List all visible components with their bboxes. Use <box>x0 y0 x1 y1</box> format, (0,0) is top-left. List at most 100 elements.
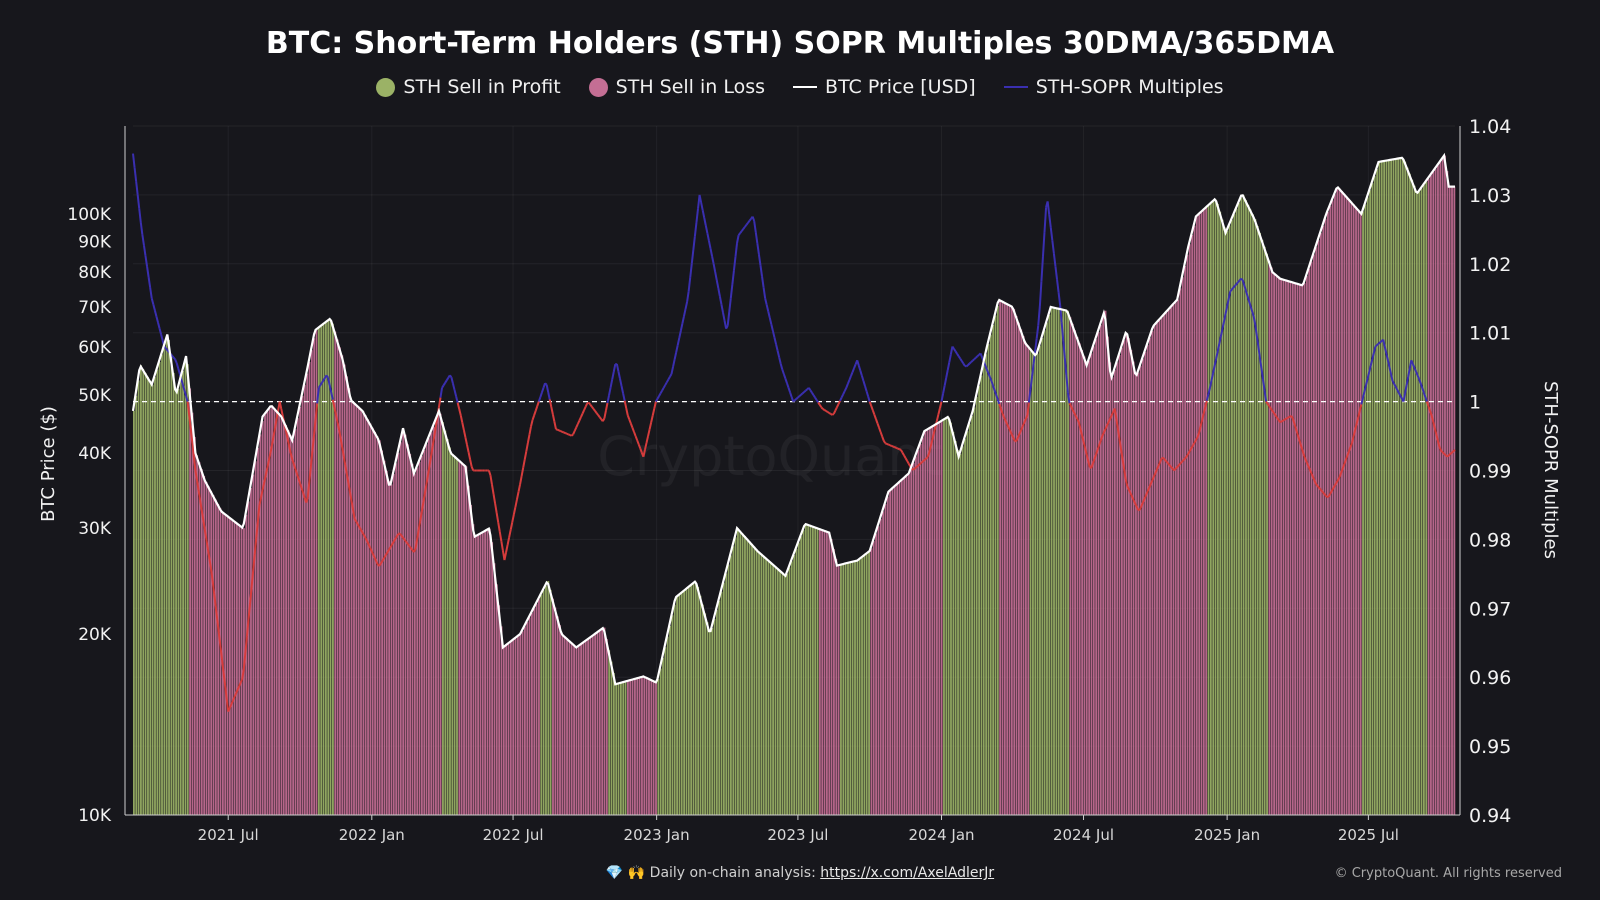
sopr-segment <box>1106 421 1110 427</box>
sopr-segment <box>812 394 816 399</box>
sopr-segment <box>960 360 965 365</box>
bar <box>1067 310 1069 815</box>
sopr-segment <box>1449 451 1453 455</box>
bar <box>402 431 405 815</box>
sopr-segment <box>703 217 707 226</box>
footer-link[interactable]: https://x.com/AxelAdlerJr <box>820 865 995 881</box>
bar <box>1294 282 1297 815</box>
sopr-segment <box>1289 414 1292 418</box>
sopr-segment <box>345 473 350 484</box>
sopr-segment <box>882 440 887 444</box>
sopr-segment <box>361 532 365 536</box>
sopr-segment <box>881 436 885 442</box>
bar <box>786 573 789 815</box>
bar <box>987 344 990 815</box>
bar <box>1240 197 1243 816</box>
bar <box>725 573 728 815</box>
sopr-segment <box>1351 436 1355 444</box>
bar <box>1151 330 1154 815</box>
bar <box>730 555 732 815</box>
sopr-segment <box>1052 253 1057 267</box>
bar <box>858 559 861 815</box>
sopr-segment <box>441 384 445 389</box>
sopr-segment <box>888 443 891 447</box>
bar <box>811 526 814 815</box>
sopr-segment <box>1425 401 1430 407</box>
bar <box>636 678 639 815</box>
sopr-segment <box>1167 462 1171 466</box>
sopr-segment <box>903 454 907 459</box>
bar <box>1167 309 1170 815</box>
y-left-tick-label: 80K <box>78 263 112 283</box>
bar <box>828 532 831 815</box>
sopr-segment <box>391 541 395 545</box>
legend-price-line-icon <box>793 86 818 88</box>
bar <box>547 581 550 815</box>
bar <box>966 431 969 815</box>
bar <box>854 561 856 815</box>
bar <box>744 536 746 815</box>
legend-item-sopr-multiples[interactable]: STH-SOPR Multiples <box>1003 76 1224 98</box>
bar <box>320 326 323 815</box>
bar <box>1378 161 1381 815</box>
sopr-segment <box>569 434 572 437</box>
sopr-segment <box>313 418 317 435</box>
bar <box>172 372 175 815</box>
sopr-segment <box>256 504 261 522</box>
sopr-segment <box>520 467 525 477</box>
bar <box>662 657 664 815</box>
bar <box>332 323 334 815</box>
bar <box>1055 308 1058 815</box>
bar <box>739 530 742 815</box>
sopr-segment <box>466 444 470 453</box>
sopr-segment <box>1145 491 1149 496</box>
sopr-segment <box>1006 423 1010 428</box>
bar <box>1015 315 1018 815</box>
sopr-segment <box>634 435 639 441</box>
legend-item-sell-in-loss[interactable]: STH Sell in Loss <box>588 76 765 98</box>
bar <box>1174 302 1177 815</box>
bar <box>959 453 962 815</box>
sopr-segment <box>1115 418 1119 429</box>
sopr-segment <box>623 400 628 409</box>
sopr-segment <box>865 390 870 397</box>
sopr-segment <box>1237 279 1241 283</box>
sopr-segment <box>1297 438 1302 445</box>
sopr-segment <box>408 545 412 549</box>
bar <box>1053 307 1055 815</box>
sopr-segment <box>972 358 975 362</box>
sopr-segment <box>839 397 843 402</box>
sopr-segment <box>620 385 625 394</box>
sopr-segment <box>1010 433 1015 439</box>
sopr-segment <box>580 413 584 418</box>
bar <box>1357 209 1360 815</box>
sopr-segment <box>1202 406 1207 414</box>
bar <box>151 384 154 815</box>
bar <box>268 408 271 815</box>
legend-item-btc-price[interactable]: BTC Price [USD] <box>793 76 976 98</box>
bar <box>559 625 561 815</box>
bar <box>254 461 257 815</box>
sopr-segment <box>1176 464 1180 468</box>
bar <box>271 405 273 815</box>
sopr-segment <box>291 458 295 465</box>
sopr-segment <box>1121 458 1126 470</box>
bar <box>362 410 365 815</box>
sopr-segment <box>990 380 994 386</box>
sopr-segment <box>467 451 472 460</box>
sopr-segment <box>1126 485 1130 490</box>
legend-item-sell-in-profit[interactable]: STH Sell in Profit <box>376 76 561 98</box>
sopr-segment <box>517 484 522 493</box>
sopr-segment <box>572 430 576 435</box>
sopr-segment <box>203 529 208 540</box>
sopr-segment <box>1302 453 1307 459</box>
bar <box>301 395 304 815</box>
sopr-segment <box>692 236 696 251</box>
bar <box>1017 322 1020 815</box>
sopr-segment <box>431 436 436 447</box>
bar <box>317 327 320 815</box>
sopr-segment <box>1195 436 1199 441</box>
sopr-segment <box>1152 472 1157 478</box>
sopr-segment <box>827 411 830 414</box>
sopr-segment <box>1219 328 1224 337</box>
